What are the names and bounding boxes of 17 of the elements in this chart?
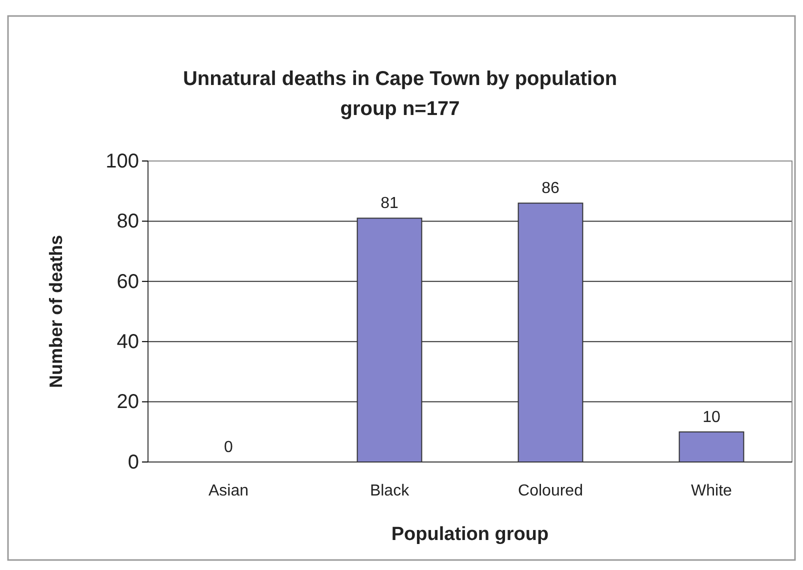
data-label: 10 — [702, 408, 720, 426]
y-tick-label: 20 — [116, 391, 139, 414]
data-label: 86 — [542, 180, 560, 198]
x-tick-label: White — [691, 482, 732, 500]
data-label: 81 — [380, 195, 398, 212]
y-tick-label: 0 — [128, 451, 139, 474]
y-tick-label: 60 — [116, 270, 139, 293]
y-tick-label: 40 — [116, 331, 139, 353]
data-label: 0 — [224, 439, 234, 456]
y-tick-label: 80 — [116, 210, 139, 233]
chart-title: Unnatural deaths in Cape Town by population group n=177 — [182, 68, 618, 120]
x-axis-title: Population group — [391, 524, 549, 545]
x-tick-label: Black — [370, 482, 410, 500]
x-tick-label: Coloured — [518, 482, 583, 500]
y-axis-title: Number of deaths — [46, 234, 66, 388]
x-tick-label: Asian — [208, 482, 249, 500]
y-tick-label: 100 — [106, 150, 139, 172]
